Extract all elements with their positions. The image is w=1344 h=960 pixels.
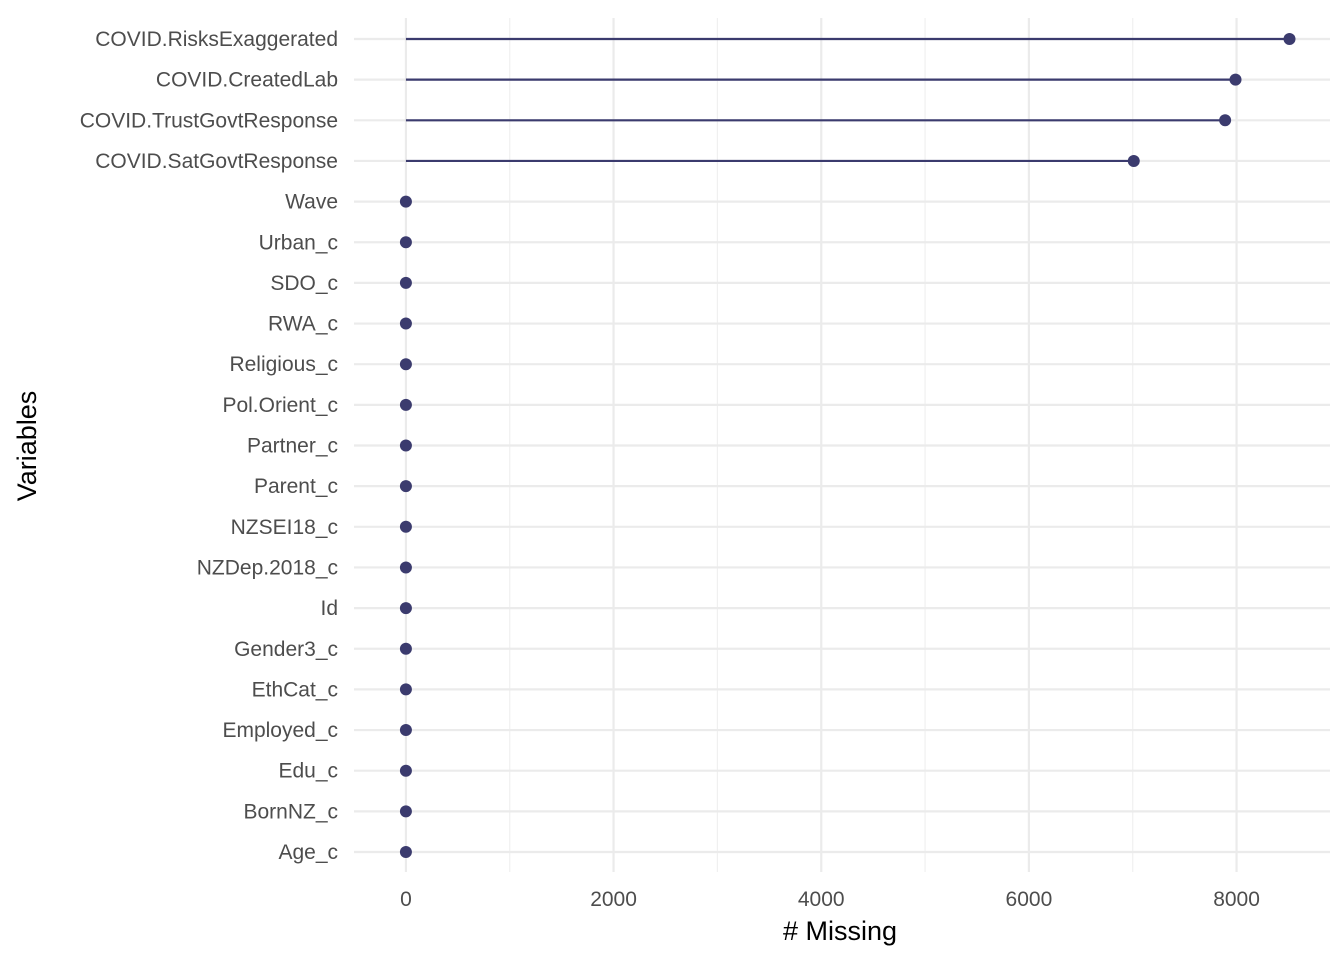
lollipop-point <box>399 276 412 289</box>
y-axis-title: Variables <box>12 391 42 502</box>
y-tick-label: Religious_c <box>229 353 338 376</box>
y-tick-label: EthCat_c <box>252 678 338 701</box>
lollipop-point <box>399 602 412 615</box>
lollipop-point <box>399 764 412 777</box>
x-tick-label: 4000 <box>798 888 845 911</box>
y-tick-label: NZSEI18_c <box>231 516 338 539</box>
lollipop-point <box>399 642 412 655</box>
lollipop-points <box>399 33 1296 858</box>
y-tick-label: COVID.SatGovtResponse <box>95 150 338 173</box>
lollipop-point <box>399 480 412 493</box>
lollipop-point <box>399 724 412 737</box>
x-axis-tick-labels: 0 2000 4000 6000 8000 <box>400 888 1260 911</box>
x-tick-label: 2000 <box>590 888 637 911</box>
lollipop-point <box>399 439 412 452</box>
y-tick-label: Age_c <box>278 841 338 864</box>
y-tick-label: COVID.RisksExaggerated <box>95 28 338 51</box>
lollipop-point <box>1229 73 1242 86</box>
major-gridlines <box>354 18 1330 872</box>
lollipop-stems <box>405 37 1290 163</box>
lollipop-point <box>399 195 412 208</box>
y-tick-label: Employed_c <box>222 719 338 742</box>
lollipop-point <box>399 683 412 696</box>
y-tick-label: Gender3_c <box>234 638 338 661</box>
y-tick-label: NZDep.2018_c <box>197 556 338 579</box>
x-tick-label: 6000 <box>1006 888 1053 911</box>
x-tick-label: 0 <box>400 888 412 911</box>
lollipop-point <box>399 317 412 330</box>
lollipop-point <box>399 561 412 574</box>
lollipop-point <box>1283 33 1296 45</box>
y-tick-label: BornNZ_c <box>243 800 338 823</box>
y-tick-label: Edu_c <box>278 760 338 783</box>
y-tick-label: Urban_c <box>259 231 338 254</box>
lollipop-point <box>1219 114 1232 127</box>
y-tick-label: RWA_c <box>268 313 338 336</box>
x-tick-label: 8000 <box>1213 888 1260 911</box>
x-axis-title: # Missing <box>783 916 897 946</box>
y-tick-label: SDO_c <box>270 272 338 295</box>
lollipop-point <box>1127 154 1140 167</box>
lollipop-point <box>399 398 412 411</box>
y-tick-label: Pol.Orient_c <box>222 394 338 417</box>
y-tick-label: Parent_c <box>254 475 338 498</box>
lollipop-point <box>399 236 412 249</box>
lollipop-point <box>399 805 412 818</box>
lollipop-point <box>399 846 412 858</box>
y-axis-tick-labels: COVID.RisksExaggerated COVID.CreatedLab CO… <box>80 28 338 864</box>
y-tick-label: Partner_c <box>247 435 338 458</box>
lollipop-point <box>399 358 412 371</box>
y-tick-label: Wave <box>285 191 338 214</box>
y-tick-label: COVID.CreatedLab <box>156 69 338 92</box>
y-tick-label: COVID.TrustGovtResponse <box>80 109 338 132</box>
y-tick-label: Id <box>320 597 338 620</box>
lollipop-point <box>399 520 412 533</box>
